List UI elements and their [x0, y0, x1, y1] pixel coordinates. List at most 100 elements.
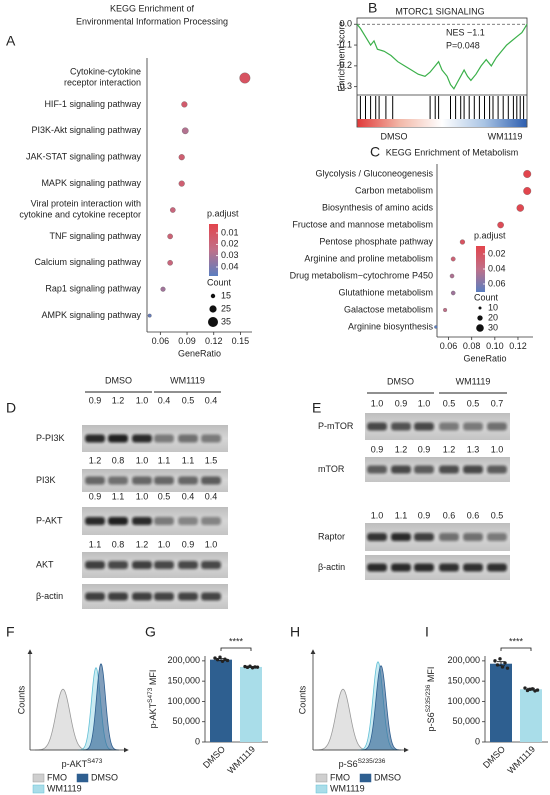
colorbar-tick-label: 0.04: [488, 263, 506, 273]
quantification: 0.9: [418, 444, 431, 454]
blot-band: [201, 517, 221, 525]
legend-swatch: [359, 773, 372, 783]
x-tick-label: WM1119: [225, 744, 257, 776]
data-point: [495, 663, 500, 667]
blot-band: [487, 533, 507, 541]
dot: [167, 233, 173, 240]
quantification: 0.9: [89, 491, 102, 501]
blot-band: [439, 533, 459, 541]
category-label: Arginine biosynthesis: [348, 321, 434, 331]
blot-band: [154, 434, 174, 443]
blot-label: PI3K: [36, 475, 56, 485]
x-tick-label: 0.06: [152, 336, 170, 346]
category-label-line: Cytokine-cytokine: [70, 67, 141, 77]
quantification: 1.0: [418, 398, 431, 408]
dot: [239, 72, 251, 84]
blot-band: [178, 517, 198, 525]
blot-band: [178, 592, 198, 601]
legend-swatch: [76, 773, 89, 783]
size-legend-label: 35: [221, 316, 231, 326]
quantification: 1.0: [371, 510, 384, 520]
x-tick-label: 0.08: [463, 341, 481, 351]
category-label: Rap1 signaling pathway: [45, 284, 141, 294]
y-tick-label: 100,000: [167, 696, 200, 706]
blot-band: [463, 465, 483, 474]
x-axis-label: GeneRatio: [463, 353, 506, 363]
blot-band: [414, 563, 434, 572]
dot: [434, 325, 438, 329]
category-label: Calcium signaling pathway: [34, 257, 141, 267]
blot-band: [154, 592, 174, 601]
label-text: p-AKT: [148, 702, 158, 728]
category-label: Biosynthesis of amino acids: [322, 202, 434, 212]
label-superscript: S473: [87, 758, 103, 765]
panel-letter: A: [6, 33, 16, 49]
label-text: p-S6: [339, 759, 358, 769]
chart-title: Environmental Information Processing: [76, 16, 228, 26]
x-tick-label: 0.09: [178, 336, 196, 346]
x-tick-label: 0.10: [486, 341, 504, 351]
quantification: 1.2: [89, 455, 102, 465]
blot-band: [108, 517, 128, 525]
colorbar-tick-label: 0.03: [221, 250, 239, 260]
size-legend-dot: [209, 305, 217, 313]
group-label: WM1119: [170, 375, 205, 385]
quantification: 0.4: [205, 491, 218, 501]
quantification: 1.0: [491, 444, 504, 454]
category-label: PI3K-Akt signaling pathway: [31, 125, 141, 135]
y-tick-label: -0.2: [336, 60, 352, 70]
category-label: Viral protein interaction with cytokine a…: [19, 199, 141, 220]
quantification: 1.1: [182, 455, 195, 465]
quantification: 1.1: [112, 491, 125, 501]
blot-band: [178, 434, 198, 443]
blot-band: [201, 561, 221, 569]
quantification: 0.9: [418, 510, 431, 520]
data-point: [493, 659, 497, 663]
dot: [449, 273, 455, 279]
dot: [523, 187, 532, 195]
blot-label: P-AKT: [36, 515, 63, 525]
chart-title: KEGG Enrichment of: [110, 3, 195, 13]
y-tick-label: -0.1: [336, 39, 352, 49]
blot-band: [201, 476, 221, 485]
category-label-line: cytokine and cytokine receptor: [19, 210, 141, 220]
quantification: 1.3: [467, 444, 480, 454]
y-tick-label: 0: [195, 736, 200, 746]
bar: [520, 689, 542, 742]
blot-background: [365, 523, 510, 551]
data-point: [215, 657, 220, 662]
label-superscript: S235/236: [425, 684, 432, 712]
blot-band: [108, 561, 128, 569]
quantification: 1.1: [89, 539, 102, 549]
blot-band: [154, 517, 174, 525]
blot-band: [85, 592, 105, 601]
chart-title: KEGG Enrichment of Metabolism: [386, 147, 519, 157]
blot-background: [365, 413, 510, 440]
blot-band: [463, 563, 483, 572]
panel-letter: D: [6, 400, 16, 416]
size-legend-label: 10: [488, 302, 498, 312]
legend-label: DMSO: [91, 772, 118, 782]
data-point: [253, 665, 257, 669]
significance-label: ****: [229, 636, 244, 646]
blot-band: [132, 476, 152, 485]
data-point: [218, 655, 222, 659]
blot-band: [391, 533, 411, 541]
size-legend-title: Count: [474, 292, 499, 302]
bar: [490, 663, 512, 742]
colorbar: [209, 224, 218, 276]
category-label: Arginine and proline metabolism: [304, 253, 433, 263]
blot-band: [85, 561, 105, 569]
blot-background: [365, 555, 510, 580]
quantification: 1.2: [112, 395, 125, 405]
group-label: WM1119: [488, 131, 523, 141]
chart-title: MTORC1 SIGNALING: [395, 6, 484, 16]
dot: [160, 286, 166, 292]
plot-frame: [356, 17, 528, 128]
blot-band: [132, 561, 152, 569]
histogram-curve: [361, 665, 401, 751]
quantification: 1.5: [205, 455, 218, 465]
blot-band: [154, 476, 174, 485]
blot-band: [108, 434, 128, 443]
